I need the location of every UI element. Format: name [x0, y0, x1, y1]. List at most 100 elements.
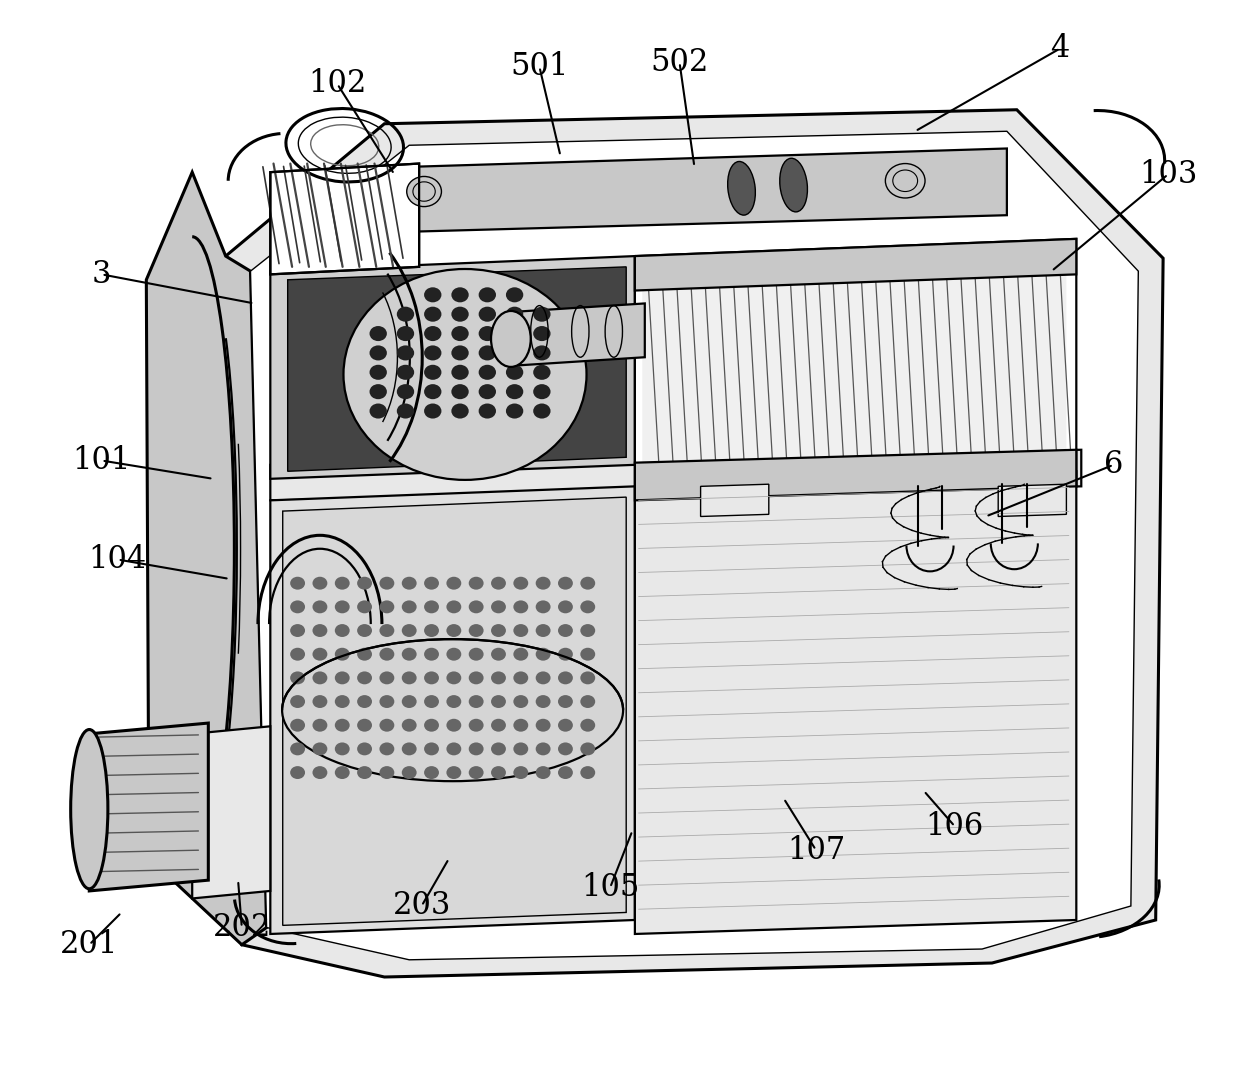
Circle shape — [402, 695, 417, 708]
Circle shape — [312, 671, 327, 684]
Circle shape — [451, 404, 469, 419]
Circle shape — [424, 287, 441, 302]
Polygon shape — [288, 267, 626, 471]
Circle shape — [491, 742, 506, 755]
Text: 102: 102 — [308, 69, 367, 99]
Circle shape — [424, 742, 439, 755]
Circle shape — [533, 345, 551, 360]
Circle shape — [451, 287, 469, 302]
Circle shape — [580, 648, 595, 661]
Circle shape — [506, 307, 523, 322]
Circle shape — [335, 600, 350, 613]
Circle shape — [424, 404, 441, 419]
Circle shape — [335, 624, 350, 637]
Circle shape — [290, 719, 305, 732]
Circle shape — [491, 648, 506, 661]
Polygon shape — [283, 497, 626, 925]
Circle shape — [479, 345, 496, 360]
Circle shape — [580, 695, 595, 708]
Circle shape — [513, 671, 528, 684]
Circle shape — [424, 671, 439, 684]
Circle shape — [397, 307, 414, 322]
Circle shape — [379, 742, 394, 755]
Polygon shape — [192, 726, 270, 898]
Circle shape — [469, 577, 484, 590]
Circle shape — [469, 671, 484, 684]
Circle shape — [885, 164, 925, 198]
Circle shape — [533, 404, 551, 419]
Circle shape — [580, 671, 595, 684]
Circle shape — [506, 287, 523, 302]
Circle shape — [451, 307, 469, 322]
Circle shape — [469, 766, 484, 779]
Circle shape — [558, 742, 573, 755]
Circle shape — [290, 577, 305, 590]
Circle shape — [513, 624, 528, 637]
Circle shape — [290, 671, 305, 684]
Circle shape — [558, 577, 573, 590]
Circle shape — [580, 600, 595, 613]
Circle shape — [402, 648, 417, 661]
Circle shape — [558, 600, 573, 613]
Circle shape — [558, 695, 573, 708]
Circle shape — [536, 671, 551, 684]
Circle shape — [397, 384, 414, 399]
Text: 502: 502 — [650, 47, 709, 77]
Circle shape — [370, 404, 387, 419]
Circle shape — [491, 624, 506, 637]
Circle shape — [312, 624, 327, 637]
Circle shape — [335, 719, 350, 732]
Circle shape — [370, 345, 387, 360]
Circle shape — [558, 648, 573, 661]
Circle shape — [312, 766, 327, 779]
Circle shape — [491, 719, 506, 732]
Circle shape — [424, 719, 439, 732]
Circle shape — [402, 719, 417, 732]
Ellipse shape — [281, 639, 622, 781]
Circle shape — [424, 345, 441, 360]
Circle shape — [402, 600, 417, 613]
Circle shape — [446, 648, 461, 661]
Circle shape — [536, 742, 551, 755]
Circle shape — [357, 671, 372, 684]
Circle shape — [357, 577, 372, 590]
Circle shape — [536, 624, 551, 637]
Circle shape — [513, 719, 528, 732]
Circle shape — [469, 624, 484, 637]
Polygon shape — [226, 110, 1163, 977]
Circle shape — [513, 695, 528, 708]
Circle shape — [506, 404, 523, 419]
Circle shape — [357, 719, 372, 732]
Circle shape — [580, 766, 595, 779]
Polygon shape — [308, 148, 1007, 235]
Polygon shape — [146, 172, 267, 945]
Circle shape — [379, 671, 394, 684]
Circle shape — [533, 384, 551, 399]
Polygon shape — [270, 486, 635, 934]
Circle shape — [446, 742, 461, 755]
Circle shape — [379, 600, 394, 613]
Circle shape — [536, 766, 551, 779]
Circle shape — [335, 648, 350, 661]
Text: 104: 104 — [89, 544, 146, 575]
Circle shape — [424, 624, 439, 637]
Circle shape — [513, 600, 528, 613]
Ellipse shape — [71, 730, 108, 889]
Polygon shape — [250, 131, 1138, 960]
Circle shape — [335, 695, 350, 708]
Text: 4: 4 — [1050, 33, 1070, 63]
Circle shape — [397, 345, 414, 360]
Text: 501: 501 — [510, 52, 569, 82]
Text: 107: 107 — [787, 835, 844, 865]
Circle shape — [536, 600, 551, 613]
Circle shape — [533, 326, 551, 341]
Circle shape — [451, 384, 469, 399]
Circle shape — [506, 345, 523, 360]
Circle shape — [424, 600, 439, 613]
Text: 201: 201 — [60, 930, 119, 960]
Circle shape — [312, 742, 327, 755]
Circle shape — [290, 600, 305, 613]
Circle shape — [357, 695, 372, 708]
Circle shape — [397, 326, 414, 341]
Text: 103: 103 — [1138, 159, 1198, 189]
